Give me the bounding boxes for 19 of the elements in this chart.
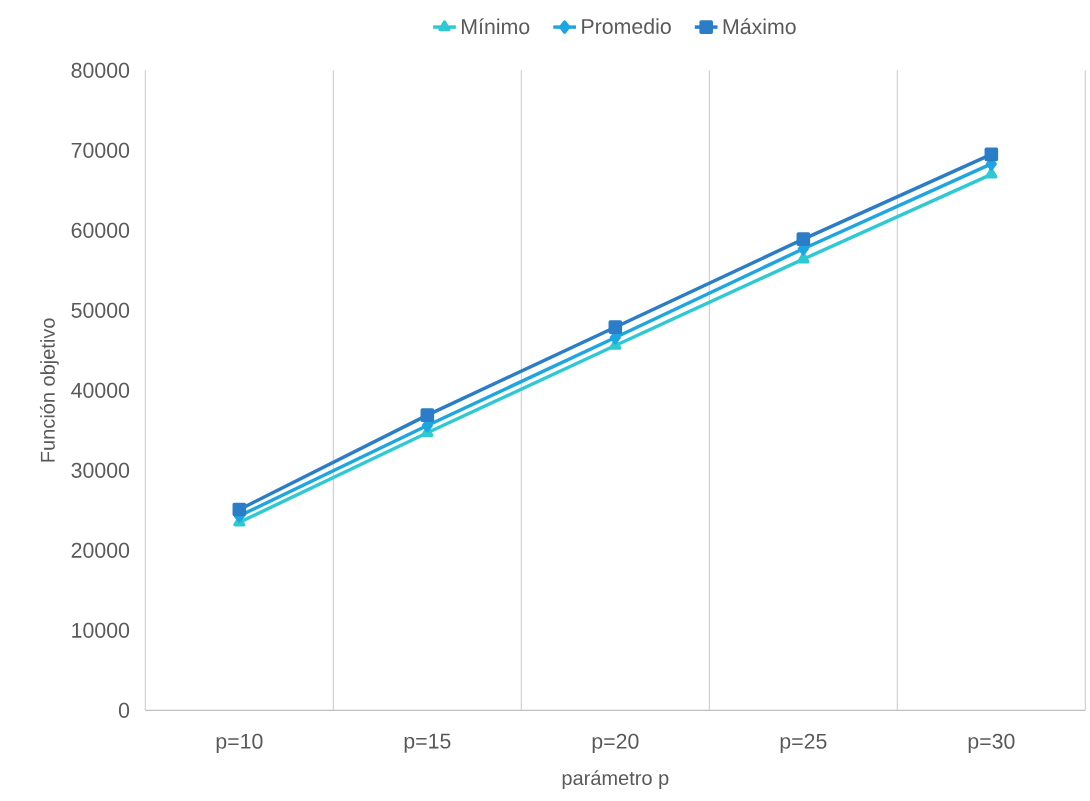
y-tick-label: 10000 — [72, 622, 130, 638]
x-axis-title: parámetro p — [562, 770, 669, 790]
legend-label: Promedio — [582, 18, 671, 35]
y-tick-label: 80000 — [71, 62, 130, 78]
y-tick-label: 0 — [118, 702, 130, 718]
y-tick-label: 40000 — [71, 382, 130, 398]
x-tick-label: p=25 — [780, 733, 827, 754]
y-tick-label: 20000 — [71, 542, 130, 558]
x-tick-label: p=15 — [404, 733, 451, 753]
x-tick-label: p=30 — [968, 733, 1015, 754]
y-tick-label: 30000 — [71, 462, 130, 478]
y-tick-label: 70000 — [71, 142, 130, 158]
x-tick-label: p=10 — [216, 733, 263, 754]
y-tick-label: 50000 — [71, 302, 130, 318]
x-tick-label: p=20 — [592, 733, 639, 754]
legend-label: Mínimo — [462, 18, 530, 35]
y-tick-label: 60000 — [71, 222, 130, 238]
y-axis-title: Función objetivo — [39, 318, 59, 462]
legend-label: Máximo — [723, 18, 796, 35]
